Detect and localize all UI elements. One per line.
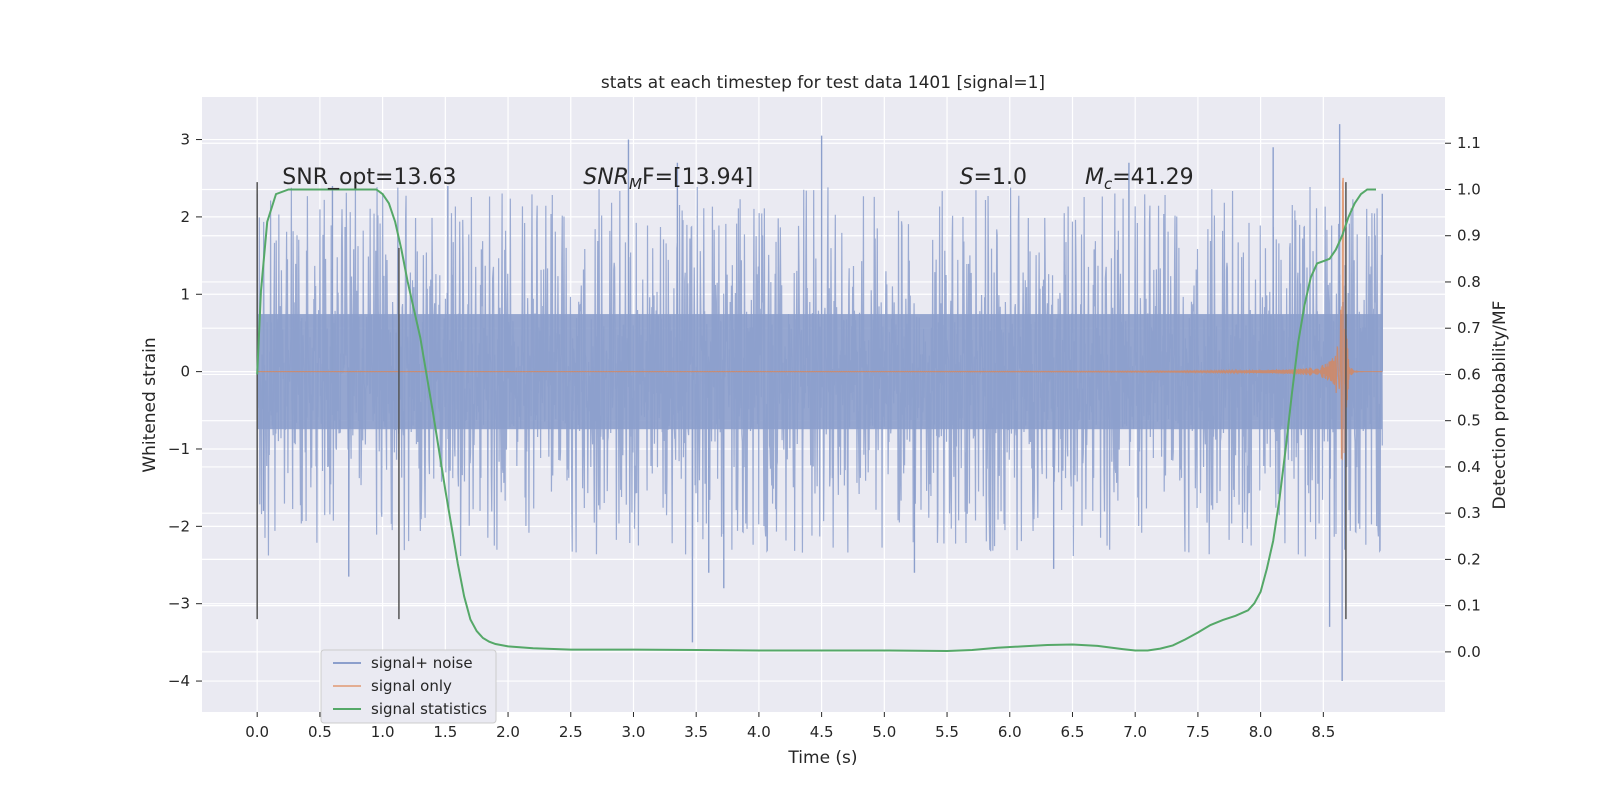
y-tick-label-4: −1 <box>168 440 190 458</box>
y-axis-right-ticks: 1.1 1.0 0.9 0.8 0.7 0.6 0.5 0.4 0.3 0.2 0.1 0.0 <box>1445 134 1481 661</box>
x-tick-label-2: 1.0 <box>371 723 395 741</box>
y-tick-label-2: 1 <box>180 285 190 303</box>
y-right-tick-label-2: 0.9 <box>1457 227 1481 245</box>
signal-statistics-series <box>256 188 1377 652</box>
y-axis-right-title: Detection probability/MF <box>1490 301 1510 510</box>
x-tick-label-16: 8.0 <box>1249 723 1273 741</box>
x-tick-label-6: 3.0 <box>622 723 646 741</box>
x-tick-label-10: 5.0 <box>872 723 896 741</box>
x-tick-label-14: 7.0 <box>1123 723 1147 741</box>
y-right-tick-label-8: 0.3 <box>1457 504 1481 522</box>
y-tick-label-1: 2 <box>180 208 190 226</box>
annotation-2: S=1.0 <box>960 165 1027 190</box>
x-tick-label-15: 7.5 <box>1186 723 1210 741</box>
annotation-1: SNRMF=[13.94] <box>583 165 753 193</box>
legend: signal+ noise signal only signal statist… <box>320 649 497 724</box>
x-tick-label-9: 4.5 <box>810 723 834 741</box>
legend-label-signal: signal only <box>371 677 452 695</box>
x-tick-label-4: 2.0 <box>496 723 520 741</box>
x-axis-ticks: 0.0 0.5 1.0 1.5 2.0 2.5 3.0 3.5 4.0 4.5 5.0 5.5 6.0 6… <box>245 712 1335 741</box>
y-right-tick-label-6: 0.5 <box>1457 412 1481 430</box>
y-tick-label-5: −2 <box>168 517 190 535</box>
signal-only-series <box>257 177 1383 461</box>
signal-statistics-line <box>256 188 1377 652</box>
y-right-tick-label-11: 0.0 <box>1457 643 1481 661</box>
x-tick-label-13: 6.5 <box>1061 723 1085 741</box>
y-right-tick-label-0: 1.1 <box>1457 134 1481 152</box>
x-tick-label-8: 4.0 <box>747 723 771 741</box>
annotations: SNR_opt=13.63 SNRMF=[13.94] S=1.0 Mc=41.29 <box>282 165 1193 193</box>
y-right-tick-label-7: 0.4 <box>1457 458 1481 476</box>
x-tick-label-7: 3.5 <box>684 723 708 741</box>
vertical-markers <box>256 182 1347 620</box>
x-tick-label-0: 0.0 <box>245 723 269 741</box>
y-tick-label-7: −4 <box>168 672 190 690</box>
y-right-tick-label-4: 0.7 <box>1457 319 1481 337</box>
y-right-tick-label-3: 0.8 <box>1457 273 1481 291</box>
y-tick-label-0: 3 <box>180 131 190 149</box>
y-axis-ticks: 3 2 1 0 −1 −2 −3 −4 <box>168 131 202 690</box>
x-axis-title: Time (s) <box>787 748 857 768</box>
annotation-0: SNR_opt=13.63 <box>282 165 456 190</box>
legend-frame <box>320 649 497 724</box>
y-right-tick-label-9: 0.2 <box>1457 550 1481 568</box>
legend-label-noise: signal+ noise <box>371 654 473 672</box>
x-tick-label-3: 1.5 <box>433 723 457 741</box>
y-tick-label-6: −3 <box>168 595 190 613</box>
signal-only-line <box>257 177 1383 461</box>
chart-title: stats at each timestep for test data 140… <box>601 73 1045 93</box>
y-right-tick-label-5: 0.6 <box>1457 365 1481 383</box>
y-axis-title: Whitened strain <box>140 337 160 472</box>
annotation-3: Mc=41.29 <box>1085 165 1194 193</box>
y-right-tick-label-1: 1.0 <box>1457 180 1481 198</box>
x-tick-label-11: 5.5 <box>935 723 959 741</box>
x-tick-label-5: 2.5 <box>559 723 583 741</box>
x-tick-label-1: 0.5 <box>308 723 332 741</box>
y-tick-label-3: 0 <box>180 363 190 381</box>
x-tick-label-17: 8.5 <box>1311 723 1335 741</box>
y-right-tick-label-10: 0.1 <box>1457 597 1481 615</box>
x-tick-label-12: 6.0 <box>998 723 1022 741</box>
legend-label-statistics: signal statistics <box>371 700 487 718</box>
